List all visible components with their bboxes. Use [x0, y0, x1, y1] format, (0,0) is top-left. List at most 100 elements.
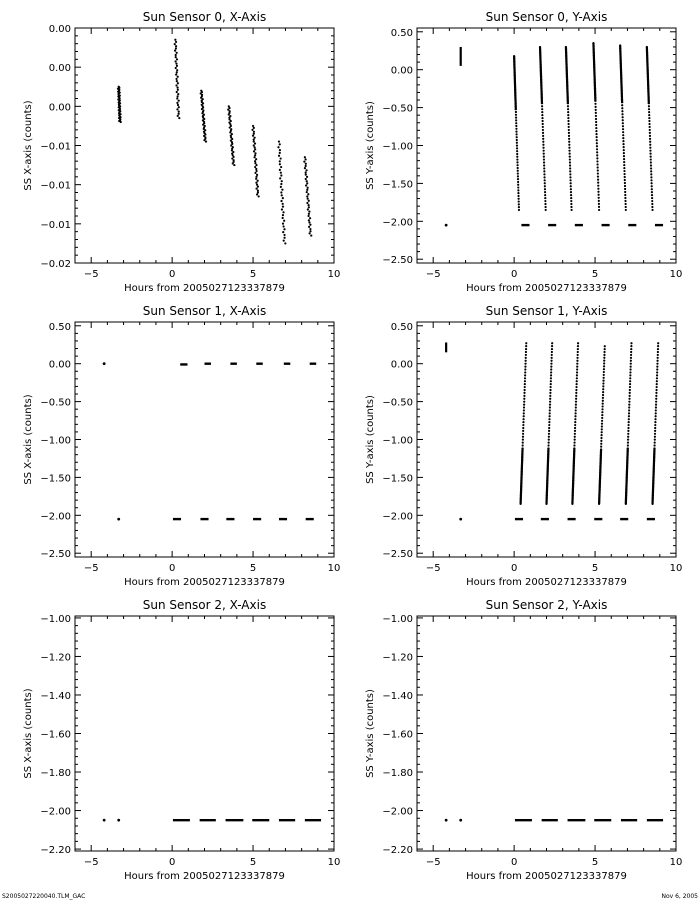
data-point — [178, 116, 181, 120]
y-axis-label: SS Y-axis (counts) — [365, 395, 376, 484]
data-point — [574, 409, 577, 412]
data-point — [656, 347, 660, 351]
data-point — [630, 350, 633, 354]
panel-5: Sun Sensor 2, Y-Axis −5 0 5 10 −1.00 −1.20 −1.4… — [365, 598, 682, 882]
y-tick-label: −2.00 — [40, 807, 71, 818]
data-point — [622, 157, 626, 161]
data-point — [176, 108, 179, 111]
data-point — [567, 125, 570, 129]
data-point — [651, 208, 654, 212]
data-point — [549, 394, 552, 397]
data-point — [102, 818, 106, 822]
data-point — [596, 160, 599, 163]
data-point — [575, 377, 578, 380]
data-point — [284, 242, 287, 245]
data-point — [228, 126, 231, 129]
data-point — [230, 132, 233, 136]
data-point — [309, 230, 312, 233]
data-point — [567, 114, 570, 117]
data-point — [281, 214, 285, 217]
data-point — [304, 162, 307, 165]
data-point — [547, 429, 551, 432]
data-point — [627, 412, 631, 415]
data-point — [306, 197, 309, 200]
data-point — [199, 92, 202, 95]
data-point — [255, 181, 258, 184]
y-tick-label: −1.00 — [382, 436, 413, 447]
data-point — [305, 169, 308, 172]
y-tick-label: −0.50 — [382, 398, 413, 409]
data-point — [654, 412, 657, 415]
data-point — [548, 423, 551, 427]
y-tick-label: −1.20 — [40, 652, 71, 663]
footer-filename: S2005027220040.TLM_GAC — [2, 893, 85, 900]
data-point — [307, 193, 310, 196]
y-tick-label: −0.02 — [40, 259, 71, 270]
data-point — [624, 202, 627, 206]
data-point — [595, 145, 599, 148]
data-point — [575, 385, 578, 389]
y-tick-label: −1.20 — [382, 652, 413, 663]
data-point — [281, 197, 284, 200]
data-point — [656, 359, 659, 362]
data-marks — [116, 38, 313, 245]
data-point — [648, 114, 651, 117]
data-point — [550, 371, 553, 374]
data-point — [653, 432, 657, 435]
data-point — [444, 818, 448, 822]
data-point — [174, 53, 177, 57]
y-tick-label: −2.50 — [382, 549, 413, 560]
data-point — [516, 164, 519, 167]
data-point — [548, 412, 551, 415]
y-tick-label: −0.50 — [40, 398, 71, 409]
y-tick-label: −1.40 — [40, 691, 71, 702]
y-tick-label: 0.50 — [49, 322, 71, 333]
data-point — [514, 110, 517, 114]
data-point — [602, 382, 605, 385]
data-point — [655, 374, 659, 377]
data-point — [281, 216, 284, 220]
data-point — [550, 350, 553, 354]
data-point — [515, 147, 519, 150]
x-tick-label: 0 — [511, 563, 517, 574]
data-point — [255, 167, 258, 171]
data-point — [524, 362, 527, 365]
data-point — [627, 429, 630, 432]
y-axis-label: SS Y-axis (counts) — [365, 689, 376, 778]
data-point — [255, 169, 258, 173]
data-point — [654, 426, 657, 430]
data-point — [253, 160, 257, 163]
data-point — [567, 122, 570, 126]
data-point — [568, 164, 572, 167]
data-point — [597, 193, 600, 196]
data-point — [594, 102, 597, 105]
data-point — [594, 105, 597, 108]
panel-2: Sun Sensor 1, X-Axis −5 0 5 10 0.50 0.00 −0.50 −… — [23, 304, 340, 588]
y-tick-label: 0.00 — [49, 360, 71, 371]
data-point — [650, 185, 653, 188]
data-point — [308, 210, 311, 213]
data-point — [232, 159, 235, 162]
data-point — [281, 188, 284, 191]
data-point — [597, 184, 600, 187]
data-point — [281, 202, 284, 205]
data-point — [648, 128, 651, 132]
x-axis-label: Hours from 2005027123337879 — [124, 283, 285, 294]
data-point — [255, 175, 258, 178]
data-point — [524, 365, 527, 368]
data-point — [280, 199, 283, 203]
data-point — [648, 137, 652, 140]
data-point — [628, 388, 631, 392]
data-point — [622, 154, 626, 158]
data-point — [656, 362, 659, 365]
data-point — [282, 211, 285, 214]
data-point — [251, 128, 254, 131]
data-point — [283, 219, 286, 222]
data-point — [655, 377, 659, 380]
data-point — [175, 77, 178, 81]
data-point — [516, 155, 519, 158]
data-point — [227, 108, 230, 111]
data-point — [228, 118, 231, 121]
plot-frame — [416, 321, 677, 558]
data-point — [649, 140, 652, 143]
